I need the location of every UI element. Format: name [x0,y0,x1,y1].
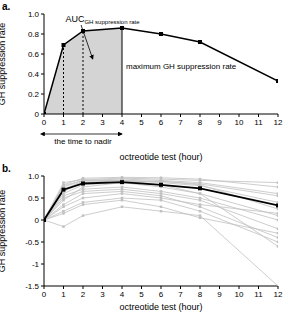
svg-text:-0.5: -0.5 [25,238,39,247]
svg-text:2: 2 [81,118,86,127]
svg-text:9: 9 [217,118,222,127]
svg-text:3: 3 [100,290,105,299]
svg-text:6: 6 [159,118,164,127]
svg-text:9: 9 [217,290,222,299]
svg-text:12: 12 [274,290,280,299]
svg-text:a.: a. [8,1,11,12]
svg-text:1: 1 [61,290,66,299]
svg-text:5: 5 [139,118,144,127]
svg-text:3: 3 [100,118,105,127]
svg-text:0: 0 [35,110,40,119]
svg-text:AUCGH suppression rate: AUCGH suppression rate [65,14,140,25]
svg-text:0.8: 0.8 [28,30,40,39]
svg-text:7: 7 [178,290,183,299]
svg-text:the time to nadir: the time to nadir [54,137,112,146]
svg-text:5: 5 [139,290,144,299]
svg-text:4: 4 [120,290,125,299]
svg-text:0: 0 [42,118,47,127]
svg-text:0: 0 [42,290,47,299]
svg-text:11: 11 [254,118,263,127]
svg-text:1: 1 [61,118,66,127]
svg-text:-1.5: -1.5 [25,282,39,291]
svg-text:8: 8 [198,118,203,127]
svg-text:b.: b. [8,163,11,174]
svg-text:0.4: 0.4 [28,70,40,79]
svg-text:11: 11 [254,290,263,299]
svg-text:octreotide test (hour): octreotide test (hour) [119,152,202,162]
svg-text:1.0: 1.0 [28,172,40,181]
svg-text:12: 12 [274,118,280,127]
svg-text:10: 10 [235,118,244,127]
svg-text:1.0: 1.0 [28,10,40,19]
svg-text:10: 10 [235,290,244,299]
svg-text:8: 8 [198,290,203,299]
svg-text:7: 7 [178,118,183,127]
svg-text:0.6: 0.6 [28,50,40,59]
svg-text:-1: -1 [32,260,40,269]
svg-text:2: 2 [81,290,86,299]
svg-text:maximum GH suppression rate: maximum GH suppression rate [126,62,237,71]
svg-text:0.2: 0.2 [28,90,40,99]
svg-text:octreotide test (hour): octreotide test (hour) [119,302,202,312]
svg-text:6: 6 [159,290,164,299]
svg-text:0: 0 [35,216,40,225]
svg-text:0.5: 0.5 [28,194,40,203]
svg-text:4: 4 [120,118,125,127]
